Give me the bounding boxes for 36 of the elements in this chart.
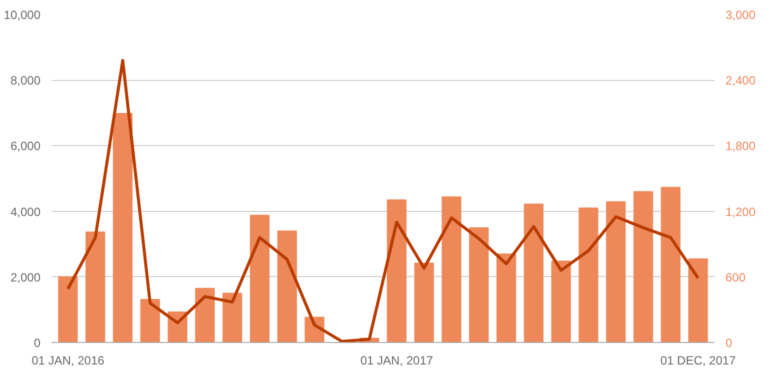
bar bbox=[496, 253, 516, 342]
x-tick-label: 01 JAN, 2017 bbox=[360, 354, 434, 368]
y-tick-label: 6,000 bbox=[10, 139, 41, 154]
y2-tick-label: 2,400 bbox=[726, 74, 756, 88]
bar bbox=[660, 186, 680, 342]
x-tick-label: 01 DEC, 2017 bbox=[660, 354, 736, 368]
bar bbox=[469, 227, 489, 342]
bar bbox=[386, 199, 407, 342]
bar bbox=[606, 201, 626, 342]
y2-tick-label: 600 bbox=[726, 270, 746, 284]
bar bbox=[140, 299, 160, 342]
y-tick-label: 8,000 bbox=[10, 74, 41, 88]
bar bbox=[222, 292, 242, 342]
x-tick-label: 01 JAN, 2016 bbox=[32, 354, 105, 368]
y2-tick-label: 1,200 bbox=[726, 204, 756, 219]
y-tick-label: 4,000 bbox=[10, 204, 41, 219]
bar bbox=[578, 208, 598, 342]
bar bbox=[195, 288, 215, 342]
bar bbox=[414, 262, 434, 342]
y2-tick-label: 3,000 bbox=[726, 8, 756, 22]
y2-tick-label: 0 bbox=[726, 336, 732, 350]
bar bbox=[442, 196, 462, 342]
y2-tick-label: 1,800 bbox=[726, 139, 756, 154]
bar bbox=[551, 260, 571, 342]
bar bbox=[688, 258, 708, 342]
y-tick-label: 10,000 bbox=[4, 8, 41, 22]
y-tick-label: 0 bbox=[34, 336, 41, 350]
y-tick-label: 2,000 bbox=[10, 270, 41, 284]
bar bbox=[524, 204, 544, 342]
bar bbox=[250, 214, 270, 342]
bar bbox=[633, 191, 654, 342]
line-series bbox=[66, 58, 700, 342]
bar bbox=[277, 230, 297, 342]
bar bbox=[86, 231, 106, 342]
bar bbox=[58, 276, 78, 342]
bar bbox=[112, 113, 133, 342]
